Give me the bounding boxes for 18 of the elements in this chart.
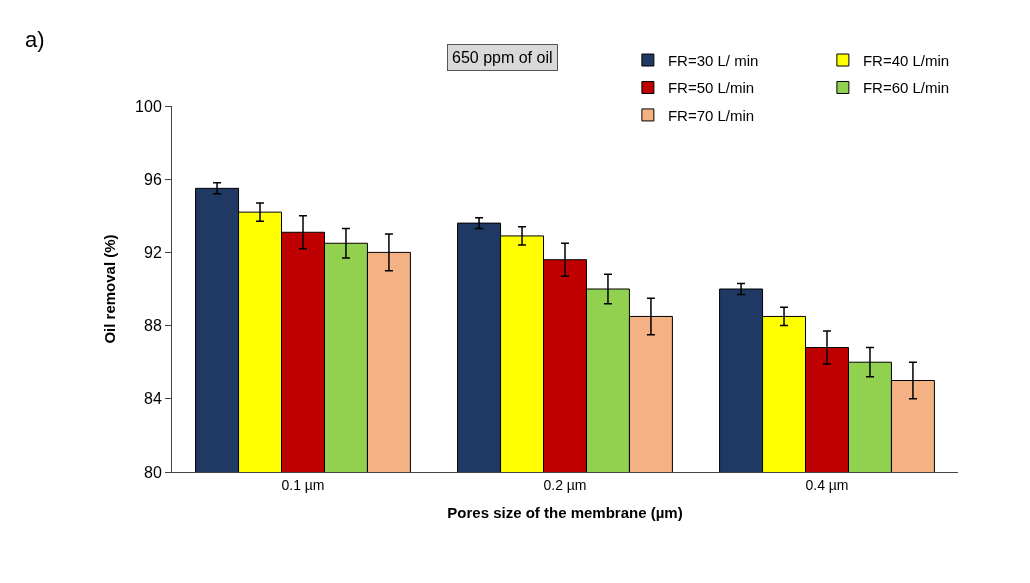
x-tick-label: 0.1 µm [281,476,325,493]
y-tick-label: 88 [144,317,162,335]
legend-label: FR=50 L/min [667,79,755,97]
chart-title: 650 ppm of oil [452,49,553,66]
legend-label: FR=30 L/ min [667,51,759,69]
x-tick-label: 0.2 µm [543,476,587,493]
y-tick-label: 84 [144,390,162,408]
y-tick-label: 92 [144,244,162,261]
y-tick-label: 96 [144,170,162,188]
y-axis-title: Oil removal (%) [101,234,119,344]
legend-label: FR=40 L/min [862,51,950,69]
x-tick-label: 0.4 µm [805,476,849,493]
text: a) [25,27,45,52]
legend-label: FR=70 L/min [667,106,755,124]
y-tick-label: 80 [144,463,162,481]
legend-label: FR=60 L/min [862,79,950,97]
x-axis-title: Pores size of the membrane (µm) [447,503,683,521]
y-tick-label: 100 [135,97,162,115]
